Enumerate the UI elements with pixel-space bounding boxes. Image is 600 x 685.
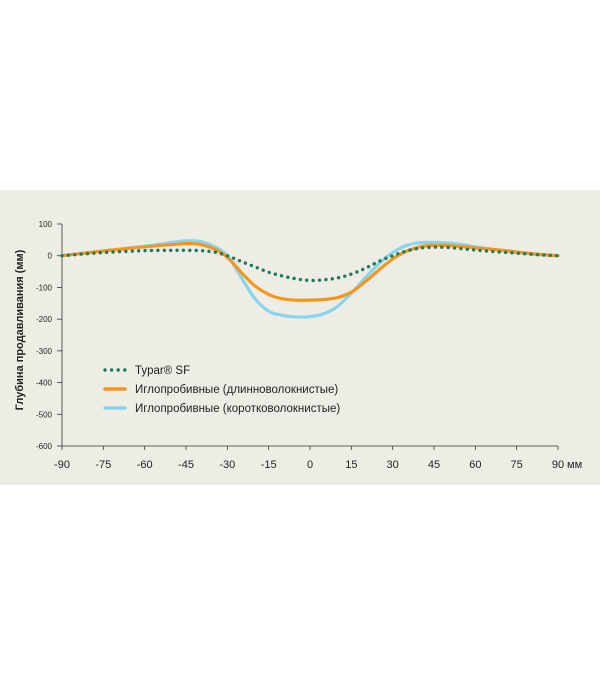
y-tick-label: 0: [48, 252, 53, 261]
x-tick-label: -15: [261, 459, 277, 471]
x-tick-label: 45: [428, 459, 440, 471]
x-tick-label: 75: [511, 459, 523, 471]
x-tick-label: 15: [345, 459, 357, 471]
y-tick-label: -100: [36, 283, 53, 292]
x-tick-label: -60: [137, 459, 153, 471]
y-tick-label: -300: [36, 347, 53, 356]
legend-label-needle-short: Иглопробивные (коротковолокнистые): [135, 403, 340, 415]
x-tick-label: 90: [552, 459, 564, 471]
x-axis-unit: мм: [567, 459, 582, 471]
x-tick-label: 60: [469, 459, 481, 471]
y-tick-label: -600: [36, 442, 53, 451]
y-tick-label: -200: [36, 315, 53, 324]
y-tick-label: -500: [36, 410, 53, 419]
x-tick-label: -75: [95, 459, 111, 471]
series-line-needle-long: [60, 242, 560, 302]
y-tick-label: 100: [39, 220, 53, 229]
series-group: [60, 239, 560, 319]
legend: Typar® SF Иглопробивные (длинноволокнисты…: [103, 365, 340, 415]
y-tick-label: -400: [36, 379, 53, 388]
x-tick-label: 0: [307, 459, 313, 471]
y-axis-label: Глубина продавливания (мм): [14, 249, 26, 410]
chart-panel: [0, 190, 600, 485]
y-axis: 100 0 -100 -200 -300 -400 -500 -600: [36, 220, 63, 451]
series-line-typar-sf: [60, 245, 560, 283]
x-tick-label: -45: [178, 459, 194, 471]
x-tick-label: -30: [219, 459, 235, 471]
x-tick-label: -90: [54, 459, 70, 471]
legend-label-needle-long: Иглопробивные (длинноволокнистые): [135, 384, 338, 396]
x-axis: -90 -75 -60 -45 -30 -15 0 15 30 45 60 75 90: [54, 445, 564, 471]
legend-label-typar-sf: Typar® SF: [135, 365, 190, 377]
x-tick-label: 30: [387, 459, 399, 471]
series-line-needle-short: [60, 239, 560, 319]
